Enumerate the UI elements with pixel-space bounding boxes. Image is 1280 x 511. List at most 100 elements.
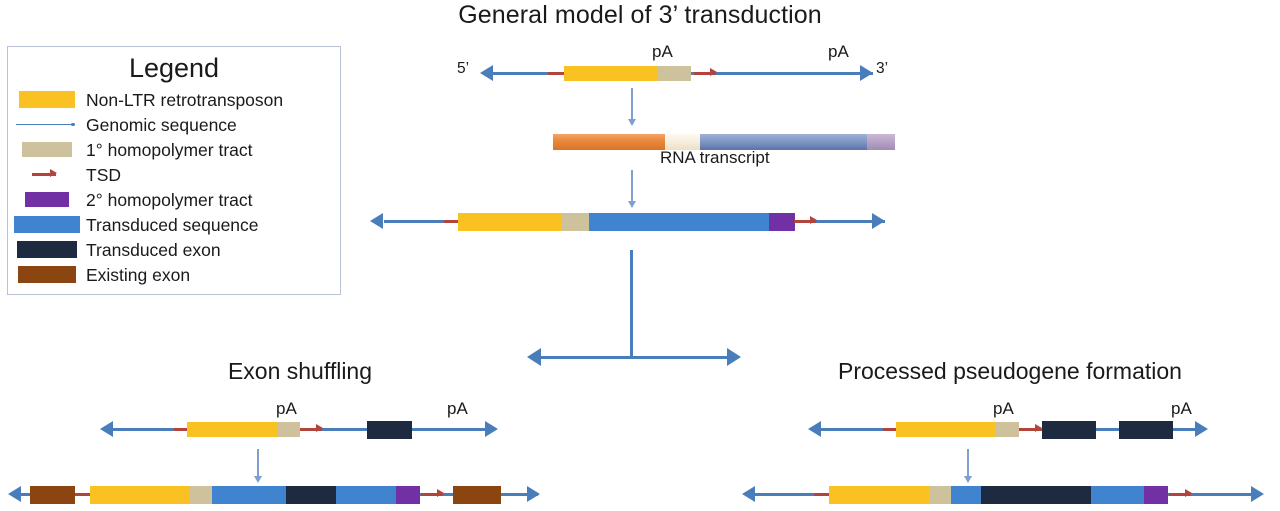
panel-title-pseudogene: Processed pseudogene formation (838, 358, 1182, 384)
right-arrowhead-icon (860, 65, 873, 82)
legend-item-label: Genomic sequence (86, 114, 237, 135)
process-arrow-exon-shuffling (254, 449, 261, 483)
tsd-right (1019, 424, 1042, 433)
track-rna-transcript (553, 134, 895, 150)
left-arrowhead-icon (100, 421, 113, 438)
legend-item-existing-exon: Existing exon (8, 262, 340, 287)
rna-segment-retrotransposon (553, 134, 665, 150)
left-arrowhead-icon (742, 486, 755, 503)
page-title: General model of 3’ transduction (458, 1, 822, 29)
transduced-exon-swatch-icon (17, 241, 77, 258)
legend-panel: Legend Non-LTR retrotransposon Genomic s… (7, 46, 341, 295)
existing-exon-swatch-icon (18, 266, 76, 283)
legend-swatch (8, 266, 86, 283)
right-arrowhead-icon (1251, 486, 1264, 503)
track-exon-shuffling-donor-locus: pA pA (100, 399, 500, 440)
segment-non-ltr-retrotransposon (458, 212, 562, 231)
legend-item-primary-homopolymer-tract: 1° homopolymer tract (8, 137, 340, 162)
legend-item-label: TSD (86, 164, 121, 185)
track-general-donor-locus: 5’ 3’ pA pA (455, 42, 888, 84)
segment-non-ltr-retrotransposon (829, 485, 929, 504)
tsd-right (1169, 489, 1192, 498)
legend-item-transduced-exon: Transduced exon (8, 237, 340, 262)
segment-transduced-exon-2 (1119, 420, 1173, 439)
legend-item-label: Transduced sequence (86, 214, 259, 235)
legend-items: Non-LTR retrotransposon Genomic sequence… (8, 87, 340, 287)
genomic-sequence-line-icon (16, 118, 78, 131)
segment-transduced-exon (367, 420, 412, 439)
legend-title: Legend (128, 53, 220, 83)
right-arrowhead-icon (1195, 421, 1208, 438)
tsd-right (300, 424, 323, 433)
track-pseudogene-donor-locus: pA pA (808, 399, 1208, 440)
branch-right-arrowhead-icon (727, 348, 741, 366)
segment-primary-homopolymer-tract (929, 485, 951, 504)
branch-left-arrowhead-icon (527, 348, 541, 366)
pa-label-right: pA (1171, 399, 1192, 418)
retrotransposon-swatch-icon (19, 91, 75, 108)
rna-transcript-label: RNA transcript (660, 148, 770, 167)
pa-label-right: pA (828, 42, 849, 61)
track-pseudogene-result-locus (742, 483, 1272, 505)
panel-title-exon-shuffling: Exon shuffling (227, 358, 373, 384)
legend-swatch (8, 118, 86, 131)
segment-transduced-sequence-a (212, 485, 286, 504)
left-arrowhead-icon (370, 213, 383, 230)
segment-non-ltr-retrotransposon (564, 66, 658, 81)
segment-primary-homopolymer-tract (190, 485, 212, 504)
segment-existing-exon-right (453, 485, 501, 504)
pa-label-left: pA (276, 399, 297, 418)
legend-item-label: Non-LTR retrotransposon (86, 89, 284, 110)
rna-segment-polyA (665, 134, 700, 150)
segment-transduced-sequence-b (336, 485, 396, 504)
left-arrowhead-icon (8, 486, 21, 503)
legend-item-non-ltr-retrotransposon: Non-LTR retrotransposon (8, 87, 340, 112)
segment-existing-exon-left (30, 485, 75, 504)
legend-item-genomic-sequence: Genomic sequence (8, 112, 340, 137)
legend-swatch (8, 142, 86, 157)
track-general-insertion-locus (370, 210, 885, 232)
five-prime-label: 5’ (457, 60, 470, 77)
segment-transduced-sequence (589, 212, 769, 231)
tsd-right (794, 216, 817, 225)
branch-stem (630, 250, 633, 358)
process-arrow-transcription (628, 88, 635, 126)
segment-non-ltr-retrotransposon (187, 422, 277, 437)
left-arrowhead-icon (808, 421, 821, 438)
segment-primary-homopolymer-tract (658, 66, 691, 81)
branch-bar (540, 356, 730, 359)
legend-swatch (8, 91, 86, 108)
legend-swatch (8, 216, 86, 233)
segment-primary-homopolymer-tract (277, 422, 300, 437)
transduced-sequence-swatch-icon (14, 216, 80, 233)
homopolymer1-swatch-icon (22, 142, 72, 157)
left-arrowhead-icon (480, 65, 493, 82)
segment-transduced-exon (981, 485, 1091, 504)
homopolymer2-swatch-icon (25, 192, 69, 207)
legend-item-label: 2° homopolymer tract (86, 189, 253, 210)
tsd-arrow-icon (32, 168, 62, 182)
rna-segment-secondary-polyA (867, 134, 895, 150)
segment-non-ltr-retrotransposon (896, 422, 996, 437)
segment-secondary-homopolymer-tract (396, 485, 420, 504)
legend-item-transduced-sequence: Transduced sequence (8, 212, 340, 237)
process-arrow-pseudogene (964, 449, 971, 483)
pa-label-left: pA (993, 399, 1014, 418)
segment-transduced-exon-1 (1042, 420, 1096, 439)
segment-secondary-homopolymer-tract (1144, 485, 1168, 504)
legend-item-label: 1° homopolymer tract (86, 139, 253, 160)
pa-label-left: pA (652, 42, 673, 61)
legend-swatch (8, 168, 86, 182)
legend-swatch (8, 241, 86, 258)
segment-primary-homopolymer-tract (996, 422, 1019, 437)
legend-item-label: Transduced exon (86, 239, 221, 260)
right-arrowhead-icon (872, 213, 885, 230)
right-arrowhead-icon (485, 421, 498, 438)
segment-transduced-sequence-a (951, 485, 981, 504)
segment-non-ltr-retrotransposon (90, 485, 190, 504)
tsd-right (694, 68, 717, 77)
legend-item-secondary-homopolymer-tract: 2° homopolymer tract (8, 187, 340, 212)
segment-primary-homopolymer-tract (562, 212, 589, 231)
tsd-right (421, 489, 444, 498)
legend-item-label: Existing exon (86, 264, 191, 285)
